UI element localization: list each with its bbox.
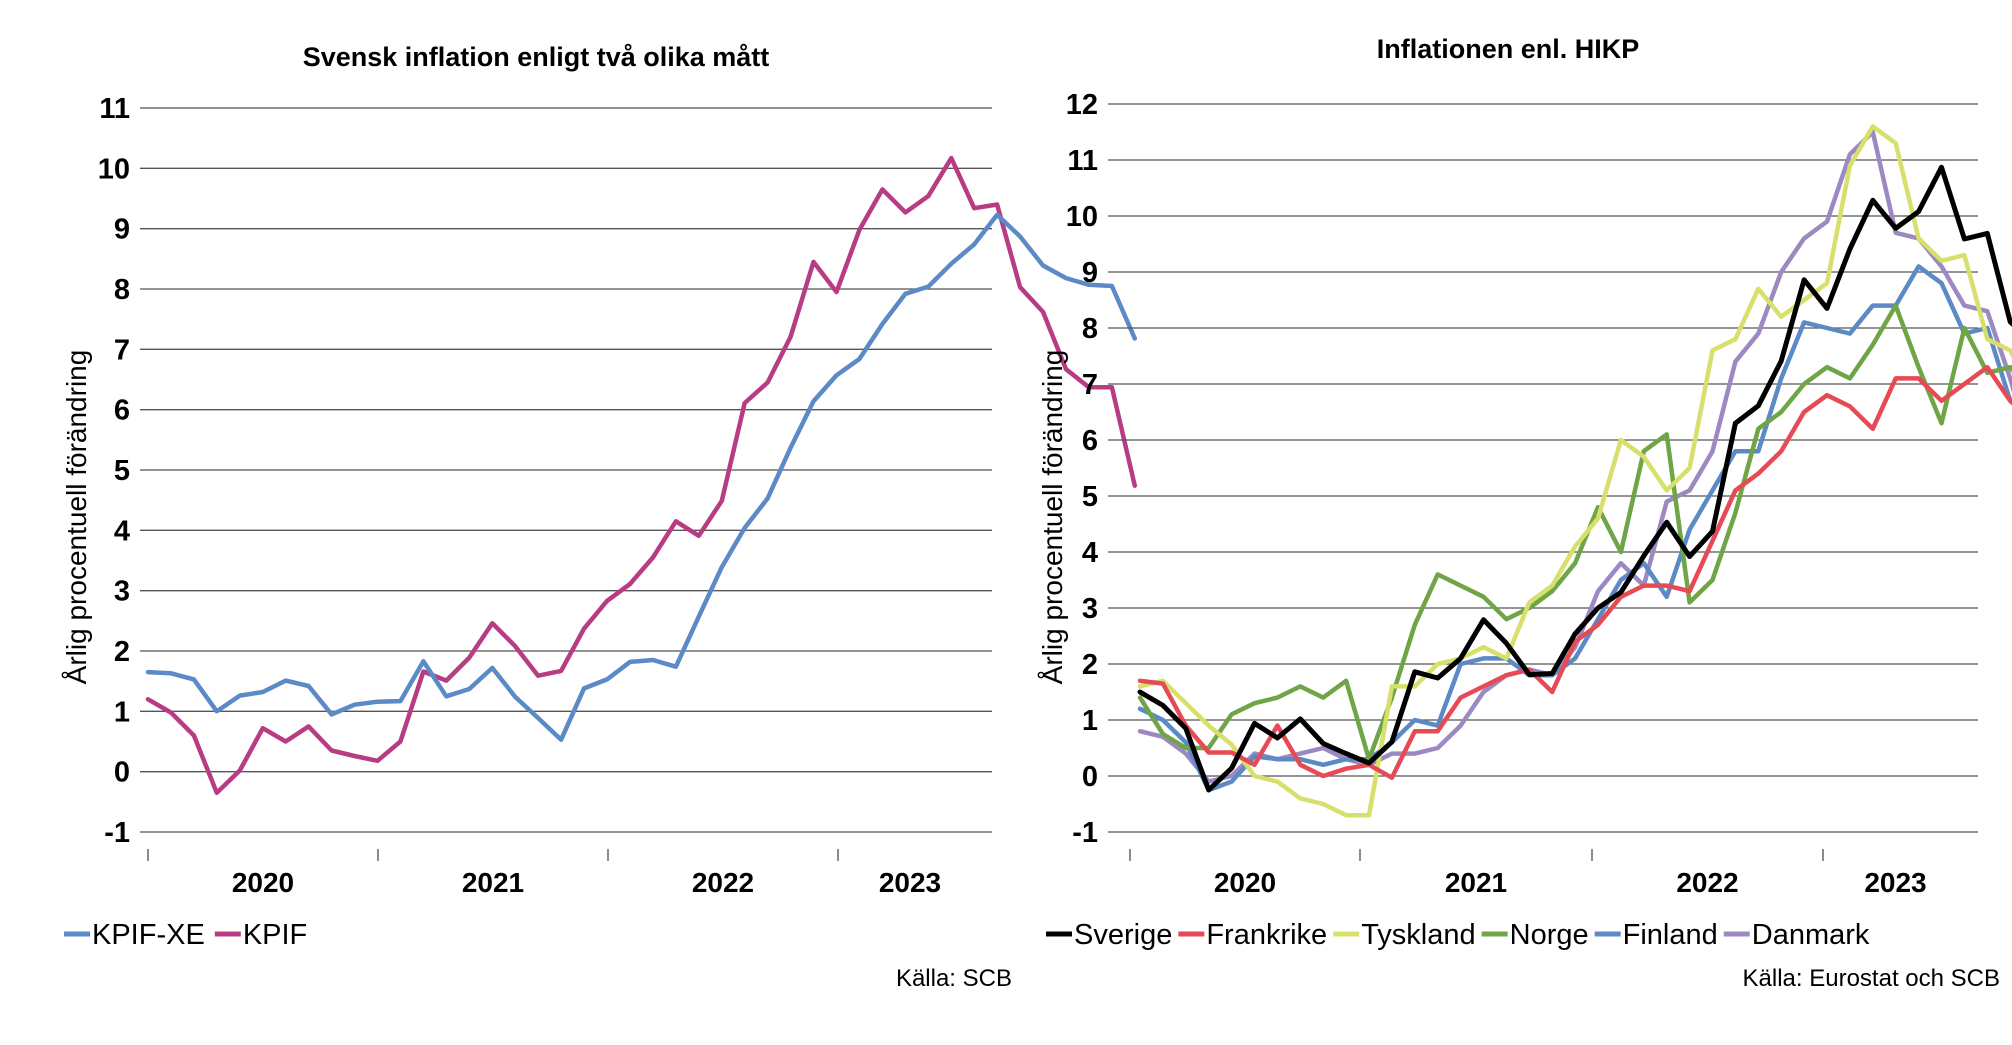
- gridlines: [140, 107, 992, 833]
- series-lines: [145, 155, 1138, 796]
- y-tick-label: -1: [104, 817, 130, 849]
- y-tick-label: 1: [1082, 705, 1098, 737]
- x-tick-label: 2021: [1445, 867, 1507, 898]
- x-tick-label: 2020: [1214, 867, 1276, 898]
- legend-label: Norge: [1510, 919, 1589, 951]
- series-line-kpif-xe: [145, 212, 1138, 742]
- x-tick-label: 2023: [879, 867, 941, 898]
- y-tick-label: 10: [1066, 201, 1098, 233]
- y-tick-label: 10: [98, 153, 130, 185]
- y-tick-label: 8: [114, 274, 130, 306]
- y-tick-label: 9: [114, 214, 130, 246]
- y-axis-label: Årlig procentuell förändring: [1037, 350, 1068, 685]
- chart-title: Inflationen enl. HIKP: [1377, 34, 1640, 64]
- y-tick-label: 11: [1067, 145, 1098, 177]
- chart-title: Svensk inflation enligt två olika mått: [303, 42, 770, 72]
- series-line-norge: [1137, 303, 2012, 762]
- legend: KPIF-XE KPIF: [64, 919, 307, 951]
- legend-label: Sverige: [1074, 919, 1172, 951]
- series-line-sverige: [1137, 164, 2012, 793]
- y-tick-label: -1: [1072, 817, 1098, 849]
- y-tick-label: 6: [1082, 425, 1098, 457]
- y-tick-label: 12: [1066, 89, 1098, 121]
- y-tick-label: 6: [114, 395, 130, 427]
- y-tick-label: 4: [1082, 537, 1098, 569]
- series-line-danmark: [1137, 129, 2012, 784]
- x-tick-label: 2022: [1676, 867, 1738, 898]
- legend-label: Frankrike: [1206, 919, 1327, 951]
- y-tick-label: 3: [114, 576, 130, 608]
- legend-label: Danmark: [1752, 919, 1870, 951]
- x-tick-label: 2020: [232, 867, 294, 898]
- y-axis-label: Årlig procentuell förändring: [61, 350, 92, 685]
- source-note: Källa: Eurostat och SCB: [1743, 965, 2000, 992]
- y-tick-label: 5: [1082, 481, 1098, 513]
- y-tick-label: 0: [1082, 761, 1098, 793]
- x-axis: 2020 2021 2022 2023: [1129, 849, 1927, 898]
- series-line-tyskland: [1137, 124, 2012, 818]
- x-tick-label: 2021: [462, 867, 524, 898]
- y-tick-label: 1: [114, 696, 130, 728]
- series-line-finland: [1137, 264, 2012, 793]
- legend-label: KPIF: [243, 919, 307, 951]
- series-line-kpif: [145, 155, 1138, 796]
- y-tick-label: 0: [114, 757, 130, 789]
- y-tick-label: 5: [114, 455, 130, 487]
- y-tick-label: 2: [114, 636, 130, 668]
- legend: Sverige Frankrike Tyskland Norge Finland Danm…: [1046, 919, 1870, 951]
- y-tick-label: 9: [1082, 257, 1098, 289]
- gridlines: [1108, 103, 1978, 833]
- y-tick-labels: -1 0 1 2 3 4 5 6 7 8 9 10 11: [98, 93, 130, 849]
- legend-label: KPIF-XE: [92, 919, 205, 951]
- y-tick-label: 3: [1082, 593, 1098, 625]
- source-note: Källa: SCB: [896, 965, 1012, 992]
- legend-label: Finland: [1623, 919, 1718, 951]
- chart-swedish-inflation: Svensk inflation enligt två olika mått Å…: [61, 42, 1138, 992]
- x-tick-label: 2023: [1864, 867, 1926, 898]
- x-tick-label: 2022: [692, 867, 754, 898]
- chart-hicp-inflation: Inflationen enl. HIKP Årlig procentuell …: [1037, 34, 2012, 992]
- y-tick-label: 4: [114, 515, 130, 547]
- legend-label: Tyskland: [1361, 919, 1475, 951]
- y-tick-label: 7: [114, 334, 130, 366]
- x-axis: 2020 2021 2022 2023: [147, 849, 941, 898]
- y-tick-label: 7: [1082, 369, 1098, 401]
- series-lines: [1137, 124, 2012, 818]
- y-tick-label: 11: [99, 93, 130, 125]
- y-tick-label: 8: [1082, 313, 1098, 345]
- y-tick-label: 2: [1082, 649, 1098, 681]
- series-line-frankrike: [1137, 364, 2012, 780]
